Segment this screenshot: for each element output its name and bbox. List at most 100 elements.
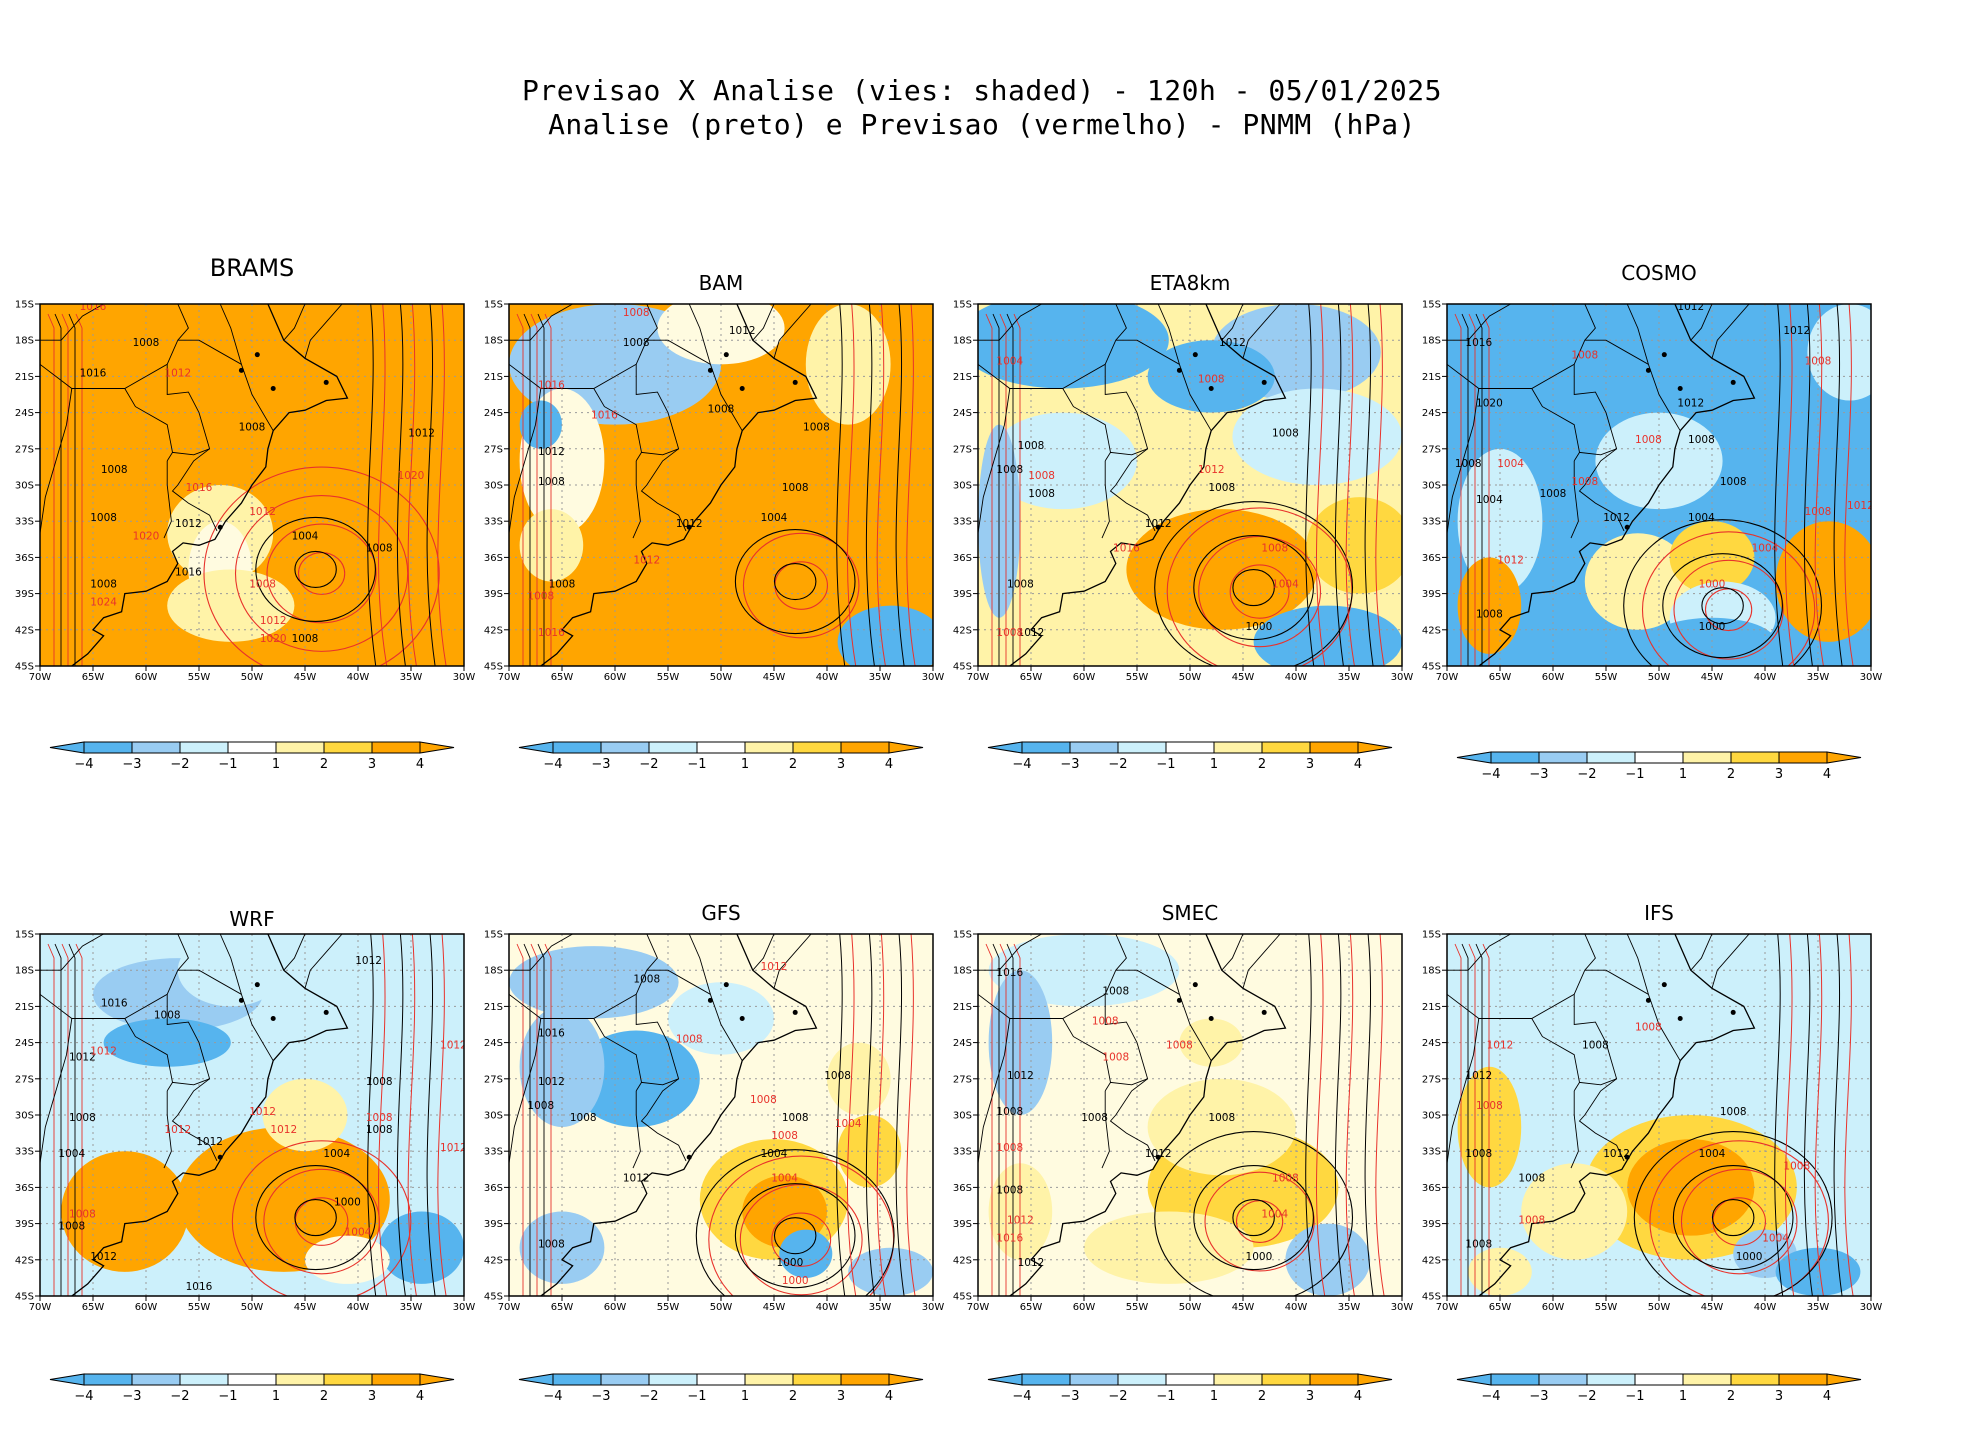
forecast-contour-label: 1012 xyxy=(249,506,276,518)
forecast-contour-label: 1008 xyxy=(771,1130,798,1142)
lon-tick-label: 30W xyxy=(1391,1302,1414,1313)
lat-tick-label: 36S xyxy=(1422,553,1441,564)
forecast-contour-label: 1024 xyxy=(90,597,117,609)
analysis-isobar xyxy=(396,304,406,666)
lat-tick-label: 45S xyxy=(15,662,34,673)
analysis-isobar xyxy=(1662,553,1783,659)
colorbar-label: 2 xyxy=(320,757,328,772)
plot-area: 1012100810081012100810081008100810121000… xyxy=(953,300,1413,684)
plot-area: 1008 1016 1012 1008 1008 1008 1012 1008 1012 1000… xyxy=(953,930,1413,1314)
panel-title: COSMO xyxy=(1621,261,1696,285)
analysis-contour-label: 1008 xyxy=(1465,1148,1492,1160)
lon-tick-label: 55W xyxy=(188,1302,211,1313)
lon-tick-label: 70W xyxy=(29,672,52,683)
border-line xyxy=(1447,304,1511,341)
analysis-contour-label: 1012 xyxy=(729,325,756,337)
forecast-contour-label: 1004 xyxy=(1752,542,1779,554)
analysis-contour-label: 1012 xyxy=(90,1251,117,1263)
forecast-contour-label: 1008 xyxy=(527,591,554,603)
analysis-contour-label: 1012 xyxy=(69,1052,96,1064)
coastline xyxy=(1478,934,1756,1296)
analysis-isobar xyxy=(1305,934,1315,1296)
colorbar-label: −4 xyxy=(1481,767,1500,782)
lon-tick-label: 40W xyxy=(1285,672,1308,683)
analysis-isobar xyxy=(1334,934,1344,1296)
colorbar-label: 2 xyxy=(789,1389,797,1404)
lon-tick-label: 40W xyxy=(347,1302,370,1313)
border-line xyxy=(1690,304,1713,341)
plot-content: 1012101610081012100810081008100410001012… xyxy=(40,934,464,1296)
forecast-isobar xyxy=(1673,559,1784,660)
border-line xyxy=(1531,1018,1580,1083)
colorbar-label: 4 xyxy=(416,757,424,772)
colorbar-label: −1 xyxy=(687,757,706,772)
lon-tick-label: 30W xyxy=(1860,1302,1883,1313)
lon-tick-label: 65W xyxy=(1020,1302,1043,1313)
lat-tick-label: 18S xyxy=(1422,966,1441,977)
lake-mark xyxy=(1176,997,1182,1003)
forecast-isobar xyxy=(1482,313,1490,666)
colorbar-label: −1 xyxy=(218,757,237,772)
colorbar-label: −2 xyxy=(639,1389,658,1404)
analysis-contour-label: 1000 xyxy=(777,1257,804,1269)
lat-tick-label: 15S xyxy=(953,930,972,941)
analysis-contour-label: 1008 xyxy=(549,579,576,591)
border-line xyxy=(40,304,104,341)
forecast-contour-label: 1008 xyxy=(69,1209,96,1221)
colorbar-label: 3 xyxy=(1775,1389,1783,1404)
forecast-contour-label: 1008 xyxy=(1261,542,1288,554)
analysis-isobar xyxy=(992,943,1000,1296)
lat-tick-label: 24S xyxy=(484,1038,503,1049)
bias-blob xyxy=(779,1229,833,1278)
lon-tick-label: 35W xyxy=(1338,672,1361,683)
analysis-contour-label: 1008 xyxy=(1582,1040,1609,1052)
forecast-contour-label: 1012 xyxy=(249,1106,276,1118)
lat-tick-label: 30S xyxy=(1422,481,1441,492)
forecast-isobar xyxy=(377,304,388,666)
lat-tick-label: 39S xyxy=(15,589,34,600)
border-line xyxy=(1578,1078,1625,1162)
forecast-isobar xyxy=(876,304,886,666)
border-line xyxy=(1221,304,1244,341)
analysis-contour-label: 1008 xyxy=(527,1100,554,1112)
border-line xyxy=(773,304,812,359)
title-line-1: Previsao X Analise (vies: shaded) - 120h… xyxy=(522,74,1442,107)
lat-tick-label: 21S xyxy=(15,1002,34,1013)
bias-blob xyxy=(1179,1018,1243,1067)
forecast-contour-label: 1000 xyxy=(782,1275,809,1287)
forecast-contour-label: 1016 xyxy=(1113,542,1140,554)
border-line xyxy=(283,304,306,341)
analysis-isobar xyxy=(426,934,436,1296)
lon-tick-label: 65W xyxy=(82,1302,105,1313)
forecast-contour-label: 1016 xyxy=(80,301,107,313)
forecast-contour-label: 1016 xyxy=(186,482,213,494)
bias-blob xyxy=(1510,958,1681,1031)
colorbar-label: −3 xyxy=(1060,1389,1079,1404)
analysis-contour-label: 1004 xyxy=(1699,1148,1726,1160)
lake-mark xyxy=(1261,1009,1267,1015)
lat-tick-label: 15S xyxy=(953,300,972,311)
title-line-2: Analise (preto) e Previsao (vermelho) - … xyxy=(548,108,1416,141)
analysis-contour-label: 1012 xyxy=(1603,512,1630,524)
coastline xyxy=(540,304,818,666)
forecast-isobar xyxy=(1641,531,1816,666)
analysis-contour-label: 1008 xyxy=(1081,1112,1108,1124)
analysis-isobar xyxy=(734,1183,856,1289)
colorbar-label: −2 xyxy=(170,757,189,772)
lat-tick-label: 15S xyxy=(484,300,503,311)
border-line xyxy=(978,340,1117,389)
forecast-contour-label: 1004 xyxy=(345,1227,372,1239)
forecast-isobar xyxy=(1784,304,1795,666)
lake-mark xyxy=(323,379,329,385)
lake-mark xyxy=(1677,1015,1683,1021)
border-line xyxy=(1062,1018,1111,1083)
colorbar: −4 −3 −2 −1 1 2 3 4 xyxy=(1456,1373,1862,1404)
forecast-isobar xyxy=(999,313,1007,666)
analysis-isobar xyxy=(1006,313,1014,666)
lat-tick-label: 39S xyxy=(1422,1219,1441,1230)
lon-tick-label: 40W xyxy=(1285,1302,1308,1313)
